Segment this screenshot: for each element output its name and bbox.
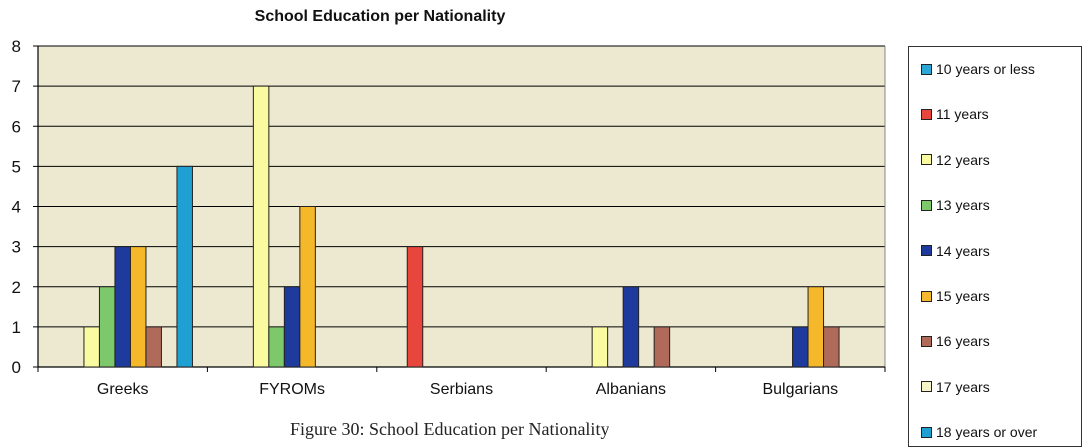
x-tick-label: Serbians [430,381,493,398]
legend-swatch [921,199,932,211]
legend-item: 14 years [921,243,990,259]
x-tick-label: FYROMs [259,381,325,398]
legend-label: 13 years [936,197,990,214]
bar [792,326,809,368]
bar [268,326,285,368]
bar-chart: 0 1 2 3 4 5 6 7 8 Greeks FYROMs Serbians Albanians Bu… [12,37,886,398]
legend-swatch [921,381,932,393]
legend-swatch [921,245,932,257]
y-tick-label: 0 [12,358,21,377]
plot-area: 0 1 2 3 4 5 6 7 8 Greeks FYROMs Serbians Albanians Bu… [12,37,886,398]
x-tick-label: Greeks [97,381,149,398]
legend-swatch [921,335,932,347]
bar [299,206,316,368]
legend-swatch [921,290,932,302]
legend-label: 18 years or over [936,424,1038,441]
bar [823,326,840,368]
bar [145,326,162,368]
bar [622,286,640,368]
legend-label: 15 years [936,288,990,304]
legend-label: 12 years [936,151,990,168]
bar [129,246,147,368]
legend-item: 18 years or over [921,424,1037,440]
y-tick-label: 2 [12,278,21,297]
legend-swatch [921,426,932,438]
bar [406,246,424,368]
bar [807,286,825,368]
bar [252,85,270,368]
legend-item: 15 years [921,288,990,304]
y-tick-label: 8 [12,37,21,56]
legend-item: 11 years [921,106,989,122]
bar [283,286,301,368]
bar [591,326,609,368]
legend-item: 12 years [921,152,990,168]
chart-title: School Education per Nationality [254,8,506,25]
y-tick-label: 5 [12,157,21,176]
figure-caption: Figure 30: School Education per National… [290,419,610,439]
bar [114,246,131,368]
legend-item: 10 years or less [921,61,1035,77]
x-tick-label: Bulgarians [762,381,838,398]
y-tick-label: 7 [12,77,21,96]
x-tick-label: Albanians [596,381,666,398]
bar [98,286,116,368]
legend-label: 11 years [936,106,989,123]
y-tick-label: 6 [12,117,21,136]
legend-label: 14 years [936,242,990,259]
legend-label: 10 years or less [936,61,1035,77]
y-tick-label: 4 [12,198,21,217]
bar [83,326,100,368]
chart-legend: 10 years or less 11 years 12 years 13 years… [908,46,1082,447]
legend-item: 13 years [921,197,990,213]
legend-swatch [921,108,932,120]
legend-label: 17 years [936,378,990,395]
legend-swatch [921,154,932,166]
y-tick-label: 3 [12,238,21,257]
bar [653,326,671,368]
legend-label: 16 years [936,333,990,350]
legend-swatch [921,63,932,75]
y-tick-label: 1 [12,318,21,337]
legend-item: 16 years [921,333,990,349]
bar [176,165,193,368]
legend-item: 17 years [921,379,990,395]
